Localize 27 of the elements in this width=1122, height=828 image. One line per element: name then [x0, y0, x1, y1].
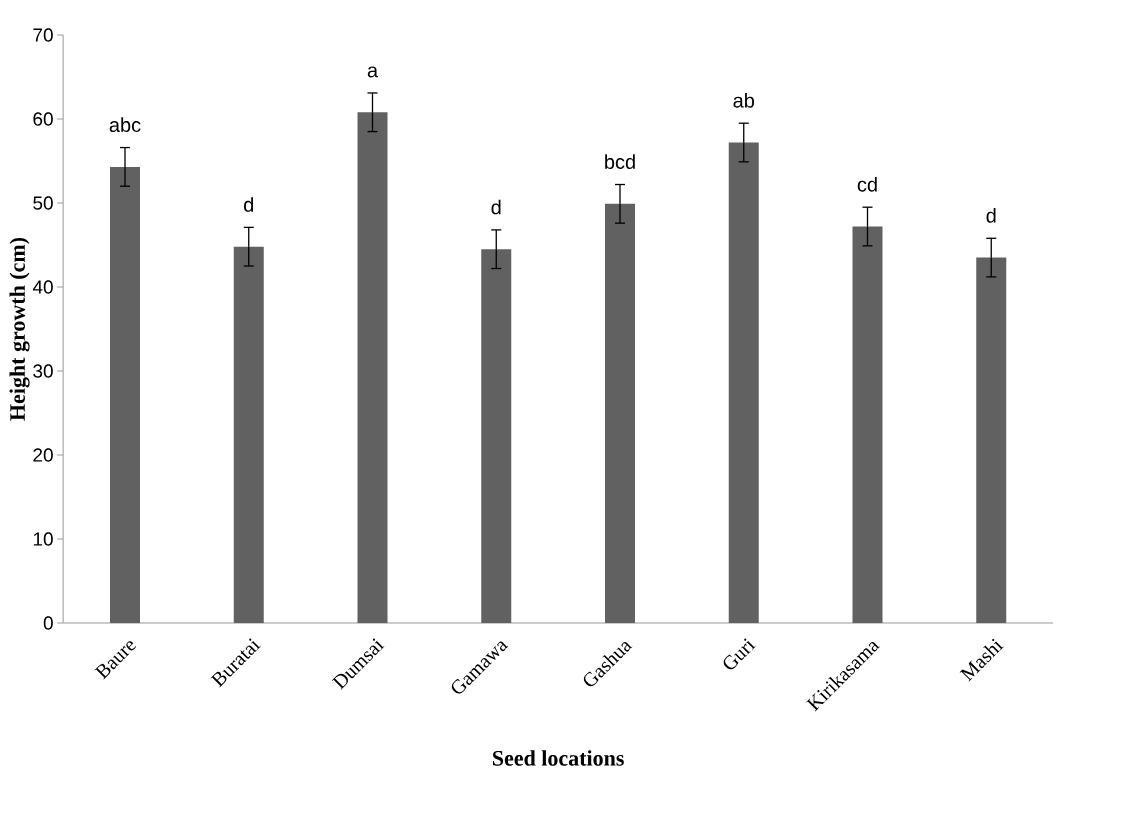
annotation: d	[244, 197, 254, 212]
annotation: d	[986, 208, 996, 223]
y-tick-label: 60	[33, 112, 53, 126]
y-tick-label: 20	[33, 448, 53, 462]
y-tick-label: 50	[33, 196, 53, 210]
y-tick-label: 70	[33, 28, 53, 42]
annotation: cd	[857, 176, 877, 192]
y-tick-label: 0	[43, 616, 53, 630]
y-axis-title: Height growth (cm)	[9, 237, 30, 421]
bar	[357, 112, 388, 623]
bar	[481, 249, 512, 623]
annotation: abc	[109, 117, 141, 133]
y-tick-label: 30	[33, 364, 53, 378]
annotation: bcd	[605, 154, 635, 169]
x-tick-label: Guri	[723, 638, 756, 670]
bar	[110, 166, 140, 623]
bar	[728, 142, 759, 623]
annotation: a	[367, 66, 379, 78]
x-axis-title: Seed locations	[493, 750, 624, 766]
annotation: ab	[733, 92, 755, 108]
bar	[233, 246, 264, 623]
bar	[605, 203, 635, 623]
y-tick-label: 10	[33, 532, 53, 546]
y-tick-label: 40	[32, 280, 53, 294]
bar	[852, 226, 883, 623]
annotation: d	[491, 199, 501, 215]
bar	[976, 257, 1007, 623]
